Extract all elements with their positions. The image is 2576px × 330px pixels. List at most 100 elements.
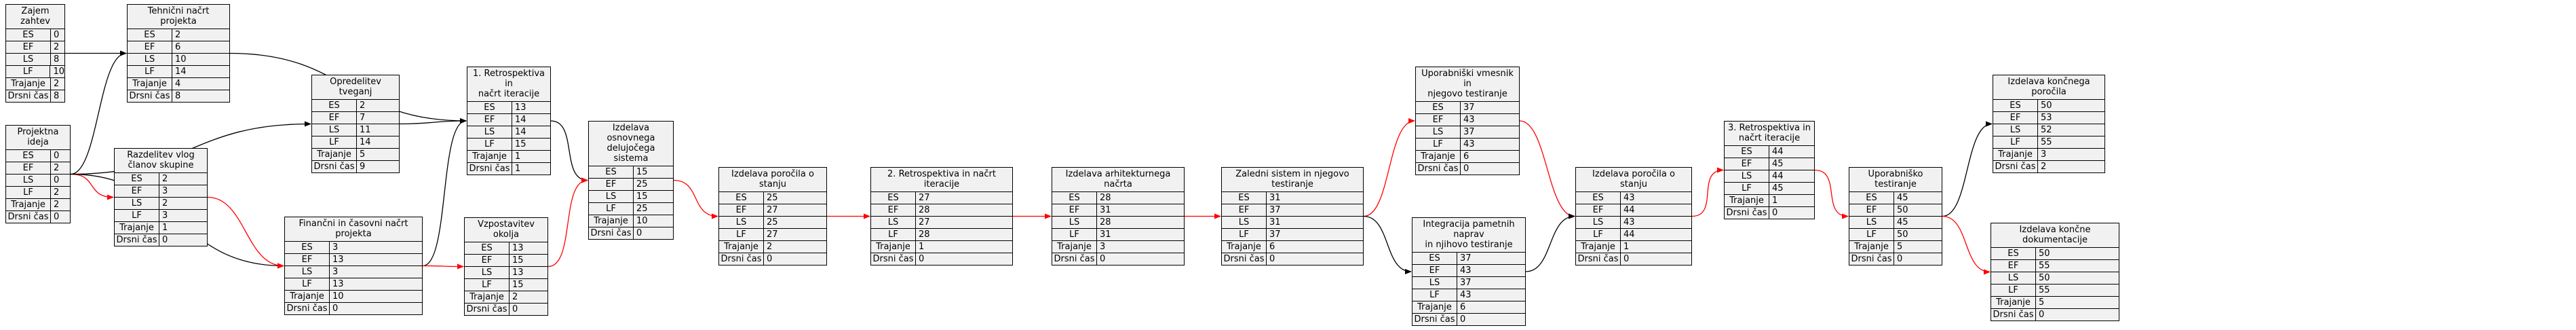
field-value: 0 xyxy=(1460,314,1466,325)
task-node: Izdelava končne dokumentacije ES 50 EF 55 LS 5… xyxy=(1991,223,2119,321)
task-node: Zajem zahtev ES 0 EF 2 LS 8 LF 10 Trajanje 2 Drsni … xyxy=(5,4,65,103)
field-label: EF xyxy=(115,185,159,197)
task-node: Izdelava končnega poročila ES 50 EF 53 LS 52 LF… xyxy=(1993,75,2105,173)
field-value: 3 xyxy=(332,242,339,253)
dependency-arrow xyxy=(399,118,467,125)
task-field-row: LS 13 xyxy=(465,267,547,279)
field-label: LF xyxy=(871,229,916,240)
field-label: Trajanje xyxy=(1576,241,1621,253)
task-field-row: Trajanje 5 xyxy=(1991,297,2119,309)
field-label: Trajanje xyxy=(312,149,357,160)
field-label: Trajanje xyxy=(589,215,634,227)
field-label: LS xyxy=(1576,217,1621,228)
task-field-row: Trajanje 2 xyxy=(6,78,64,90)
task-field-row: EF 55 xyxy=(1991,260,2119,272)
task-field-row: LF 55 xyxy=(1991,285,2119,297)
task-field-row: LF 10 xyxy=(6,66,64,78)
field-label: Drsni čas xyxy=(285,303,330,314)
critical-path-arrow xyxy=(1942,215,1991,275)
field-value: 15 xyxy=(636,191,648,202)
task-field-row: LF 43 xyxy=(1412,289,1525,301)
field-value: 50 xyxy=(1897,205,1908,215)
task-field-row: EF 27 xyxy=(719,204,826,217)
field-value: 9 xyxy=(360,162,366,172)
field-value: 25 xyxy=(636,179,648,189)
field-label: Drsni čas xyxy=(6,211,51,223)
field-label: Trajanje xyxy=(128,78,172,90)
task-field-row: LS 10 xyxy=(128,54,229,66)
task-field-row: Drsni čas 0 xyxy=(285,303,422,314)
task-field-row: EF 28 xyxy=(871,204,1012,217)
task-field-row: Drsni čas 0 xyxy=(1576,253,1691,265)
field-label: Drsni čas xyxy=(467,163,512,175)
field-label: Drsni čas xyxy=(589,227,634,239)
task-field-row: LS 52 xyxy=(1993,124,2104,136)
field-label: LS xyxy=(1412,277,1457,289)
field-value: 37 xyxy=(1269,205,1281,215)
field-label: LS xyxy=(1416,126,1461,138)
task-field-row: Trajanje 2 xyxy=(719,241,826,253)
field-value: 2 xyxy=(54,79,60,89)
field-label: Drsni čas xyxy=(312,161,357,172)
task-field-row: ES 2 xyxy=(115,173,207,185)
field-label: ES xyxy=(1849,192,1894,204)
field-value: 2 xyxy=(2041,162,2047,172)
field-label: EF xyxy=(719,204,764,216)
field-label: Trajanje xyxy=(115,222,159,234)
field-value: 13 xyxy=(332,255,344,265)
field-label: LF xyxy=(1576,229,1621,240)
task-field-row: Trajanje 1 xyxy=(115,222,207,234)
field-value: 53 xyxy=(2041,113,2052,123)
task-title: Izdelava poročila o stanju xyxy=(719,168,826,192)
task-field-row: LS 50 xyxy=(1991,272,2119,285)
field-value: 0 xyxy=(1623,254,1630,264)
task-node: Opredelitev tveganj ES 2 EF 7 LS 11 LF 14 Trajanj… xyxy=(311,75,400,173)
task-node: 2. Retrospektiva in načrt iteracije ES 27 E… xyxy=(870,167,1013,265)
field-value: 10 xyxy=(636,216,648,226)
field-value: 31 xyxy=(1269,217,1281,227)
task-field-row: EF 3 xyxy=(115,185,207,198)
field-value: 0 xyxy=(1269,254,1275,264)
field-value: 2 xyxy=(512,292,518,302)
field-label: EF xyxy=(1725,158,1769,170)
field-label: EF xyxy=(128,41,172,53)
task-title: Izdelava končnega poročila xyxy=(1993,75,2104,100)
field-label: ES xyxy=(115,173,159,185)
field-value: 44 xyxy=(1623,205,1635,215)
dependency-arrow xyxy=(1942,121,1993,217)
field-label: EF xyxy=(589,179,634,190)
field-label: ES xyxy=(1993,100,2038,111)
task-node: Projektna ideja ES 0 EF 2 LS 0 LF 2 Trajanje 2 Drsn… xyxy=(5,125,71,223)
field-label: Trajanje xyxy=(1849,241,1894,253)
field-value: 10 xyxy=(53,67,64,77)
critical-path-arrow xyxy=(422,263,464,270)
field-value: 10 xyxy=(332,291,344,301)
field-value: 37 xyxy=(1460,278,1472,288)
field-value: 14 xyxy=(360,137,371,147)
task-field-row: LF 37 xyxy=(1222,229,1363,241)
task-field-row: EF 53 xyxy=(1993,112,2104,124)
field-value: 37 xyxy=(1269,230,1281,240)
field-label: ES xyxy=(1576,192,1621,204)
field-value: 43 xyxy=(1460,265,1472,276)
task-field-row: Trajanje 6 xyxy=(1412,301,1525,314)
field-label: LS xyxy=(589,191,634,202)
field-value: 8 xyxy=(54,54,60,65)
field-value: 13 xyxy=(515,103,526,113)
field-label: ES xyxy=(1991,248,2036,259)
field-label: LF xyxy=(6,187,51,198)
field-label: LS xyxy=(465,267,510,278)
field-label: LS xyxy=(719,217,764,228)
field-value: 1 xyxy=(919,242,925,252)
field-value: 3 xyxy=(162,186,168,196)
task-field-row: Trajanje 5 xyxy=(1849,241,1942,253)
field-label: ES xyxy=(1416,102,1461,113)
field-value: 27 xyxy=(767,205,778,215)
field-label: LS xyxy=(467,126,512,138)
field-value: 37 xyxy=(1460,253,1472,263)
task-field-row: Drsni čas 0 xyxy=(465,304,547,315)
task-field-row: LF 55 xyxy=(1993,136,2104,149)
task-node: Razdelitev vlog članov skupine ES 2 EF 3 LS 2 L… xyxy=(114,148,208,246)
field-value: 31 xyxy=(1269,193,1281,203)
field-value: 0 xyxy=(2039,310,2045,320)
